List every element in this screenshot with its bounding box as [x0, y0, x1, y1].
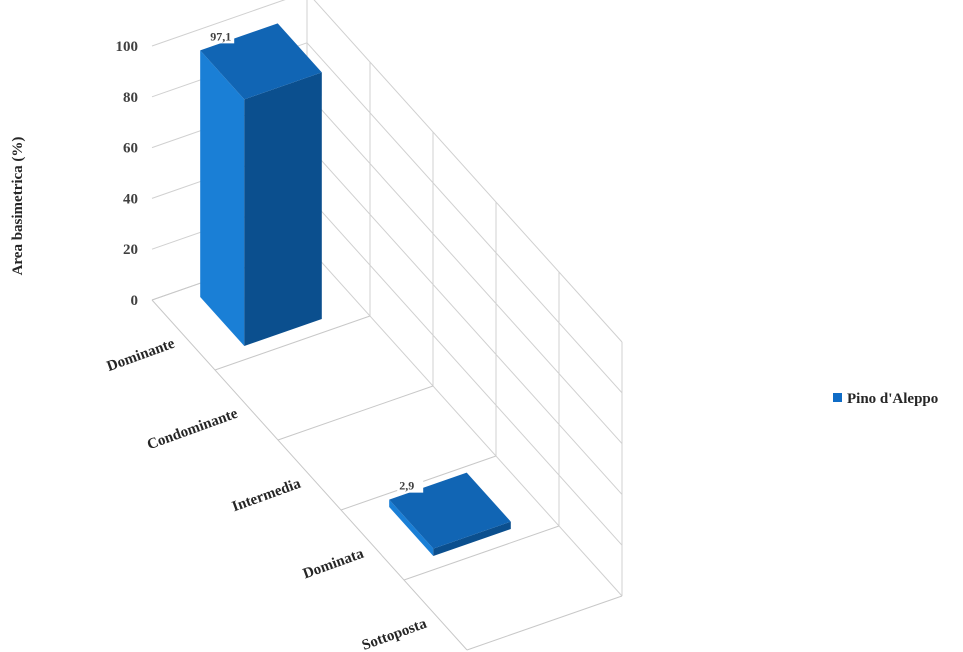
y-axis-title: Area basimetrica (%) — [10, 137, 26, 276]
floor-divider-2 — [277, 385, 434, 441]
data-label: 2,9 — [399, 479, 414, 493]
data-label-bg — [397, 478, 424, 493]
legend-label: Pino d'Aleppo — [847, 391, 938, 407]
y-tick-label: 40 — [123, 191, 138, 207]
bar-dominante — [200, 23, 322, 347]
gridline-back-80 — [306, 42, 623, 394]
data-label: 97,1 — [210, 29, 231, 43]
y-tick-label: 60 — [123, 141, 138, 157]
y-tick-label: 20 — [123, 242, 138, 258]
bar-front-face — [389, 499, 434, 556]
x-category-label: Intermedia — [230, 476, 303, 516]
bar-side-face — [244, 72, 322, 347]
bar-front-face — [200, 50, 245, 347]
legend: Pino d'Aleppo — [833, 391, 938, 407]
gridline-back-0 — [306, 245, 623, 597]
gridline-side-100 — [151, 0, 286, 47]
floor-divider-4 — [403, 525, 560, 581]
x-category-label: Dominante — [105, 336, 177, 375]
floor-divider-1 — [214, 315, 371, 371]
y-tick-label: 0 — [131, 293, 139, 309]
floor-divider-5 — [466, 595, 623, 651]
x-category-label: Condominante — [145, 406, 240, 454]
gridline-back-60 — [306, 93, 623, 444]
legend-swatch — [833, 393, 842, 402]
y-tick-label: 100 — [116, 39, 139, 55]
x-category-label: Dominata — [301, 546, 366, 583]
gridline-back-100 — [313, 0, 623, 343]
bar-side-face — [433, 521, 511, 556]
floor-front-edge — [151, 299, 468, 651]
bars — [200, 23, 511, 556]
gridline-back-40 — [306, 144, 623, 495]
x-category-label: Sottoposta — [360, 616, 429, 652]
y-tick-label: 80 — [123, 90, 138, 106]
data-label-bg — [208, 29, 235, 44]
gridline-back-20 — [306, 194, 623, 546]
